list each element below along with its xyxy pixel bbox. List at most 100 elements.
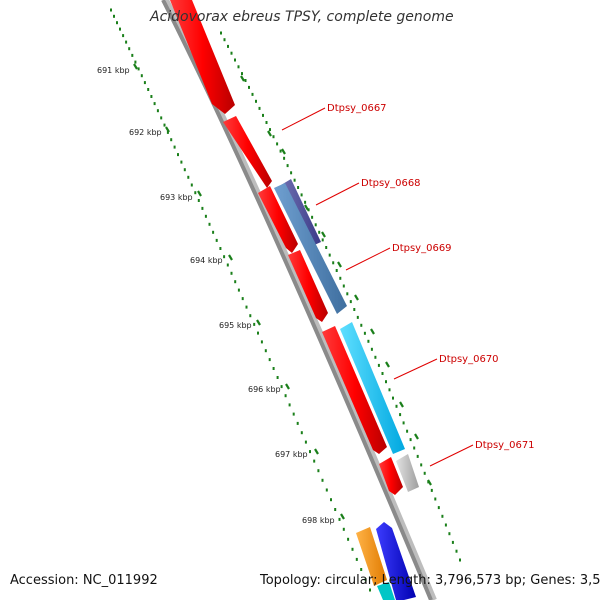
tick-dot — [437, 506, 440, 510]
tick-dot — [245, 305, 248, 309]
tick-dot — [346, 292, 349, 296]
tick-dot — [395, 404, 398, 408]
tick-dot — [307, 208, 310, 212]
outer-tick — [399, 401, 404, 408]
outer-tick — [281, 148, 286, 155]
tick-dot — [137, 67, 140, 71]
tick-dot — [351, 547, 354, 551]
tick-dot — [353, 308, 356, 311]
tick-dots-inner — [110, 8, 371, 592]
gene-label[interactable]: Dtpsy_0668 — [361, 178, 421, 189]
outer-tick — [267, 130, 272, 137]
tick-dot — [227, 44, 229, 48]
tick-dot — [430, 488, 433, 492]
tick-dot — [166, 130, 169, 134]
gene-block[interactable] — [396, 454, 419, 492]
tick-dot — [304, 440, 307, 444]
tick-dot — [311, 215, 314, 219]
gene-label[interactable]: Dtpsy_0669 — [392, 243, 452, 254]
gene-arrow[interactable] — [356, 527, 387, 586]
tick-label: 698 kbp — [302, 516, 335, 525]
outer-tick — [414, 433, 419, 440]
tick-dot — [258, 106, 261, 110]
tick-dot — [355, 557, 358, 561]
gene-arrow[interactable] — [376, 522, 416, 600]
tick-dot — [280, 385, 283, 389]
bottom-genes — [356, 522, 416, 600]
map-title: Acidovorax ebreus TPSY, complete genome — [150, 9, 454, 25]
label-leader-line — [429, 444, 474, 467]
tick-dot — [317, 469, 320, 473]
tick-dot — [402, 421, 405, 425]
tick-dot — [234, 58, 236, 62]
tick-dot — [260, 340, 263, 344]
tick-dot — [279, 149, 282, 153]
gene-block[interactable] — [274, 183, 347, 314]
tick-dot — [180, 160, 183, 164]
tick-label: 696 kbp — [248, 385, 281, 394]
tick-dot — [131, 53, 134, 57]
major-tick — [165, 126, 170, 133]
tick-dot — [237, 65, 240, 69]
label-leader-line — [345, 247, 391, 271]
tick-dot — [332, 261, 335, 265]
tick-dot — [156, 109, 159, 113]
major-tick — [133, 63, 138, 70]
tick-dot — [448, 532, 451, 536]
tick-dot — [204, 214, 207, 218]
gene-arrow[interactable] — [377, 582, 395, 600]
tick-dot — [143, 81, 146, 85]
tick-dot — [321, 238, 324, 242]
tick-dot — [150, 95, 153, 98]
gene-arrow[interactable] — [379, 457, 403, 495]
tick-dot — [122, 34, 125, 38]
tick-label: 695 kbp — [219, 321, 252, 330]
tick-dot — [286, 164, 289, 168]
tick-dot — [309, 450, 311, 454]
gene-arrow[interactable] — [258, 186, 298, 253]
tick-label: 691 kbp — [97, 66, 130, 75]
gene-label[interactable]: Dtpsy_0667 — [327, 103, 387, 114]
tick-dot — [190, 183, 193, 187]
tick-dot — [325, 246, 328, 249]
tick-dot — [313, 459, 316, 463]
tick-dot — [253, 322, 256, 326]
label-leader-line — [315, 182, 360, 206]
gene-block[interactable] — [340, 322, 405, 454]
outer-tick — [304, 204, 309, 211]
tick-dot — [276, 376, 279, 379]
gene-arrow[interactable] — [288, 250, 328, 322]
gene-label[interactable]: Dtpsy_0670 — [439, 354, 499, 365]
tick-dot — [290, 171, 293, 175]
tick-dot — [187, 175, 190, 179]
tick-dot — [119, 27, 121, 31]
tick-dot — [349, 300, 352, 304]
tick-dots-outer — [220, 31, 461, 562]
tick-dot — [265, 121, 268, 124]
tick-dot — [330, 498, 332, 502]
gene-label[interactable]: Dtpsy_0671 — [475, 440, 535, 451]
tick-dot — [296, 421, 299, 425]
tick-label: 692 kbp — [129, 128, 162, 137]
tick-dot — [367, 339, 370, 343]
tick-dot — [264, 349, 267, 353]
tick-dot — [212, 230, 215, 234]
tick-dot — [255, 99, 257, 103]
tick-dot — [363, 331, 366, 335]
tick-dot — [283, 156, 286, 160]
tick-dot — [215, 238, 218, 242]
tick-dot — [241, 297, 244, 301]
forward-strand-track — [170, 0, 403, 495]
gene-arrow[interactable] — [223, 116, 272, 188]
tick-dot — [360, 568, 363, 571]
tick-dot — [406, 429, 409, 433]
gene-arrow[interactable] — [170, 0, 235, 114]
tick-dot — [276, 142, 279, 146]
gene-arrow[interactable] — [322, 326, 387, 454]
tick-dot — [197, 199, 200, 202]
major-tick — [285, 383, 290, 390]
tick-dot — [140, 74, 143, 78]
tick-dot — [284, 394, 287, 398]
tick-dot — [370, 347, 373, 351]
genome-summary-text: Topology: circular; Length: 3,796,573 bp… — [260, 573, 600, 588]
